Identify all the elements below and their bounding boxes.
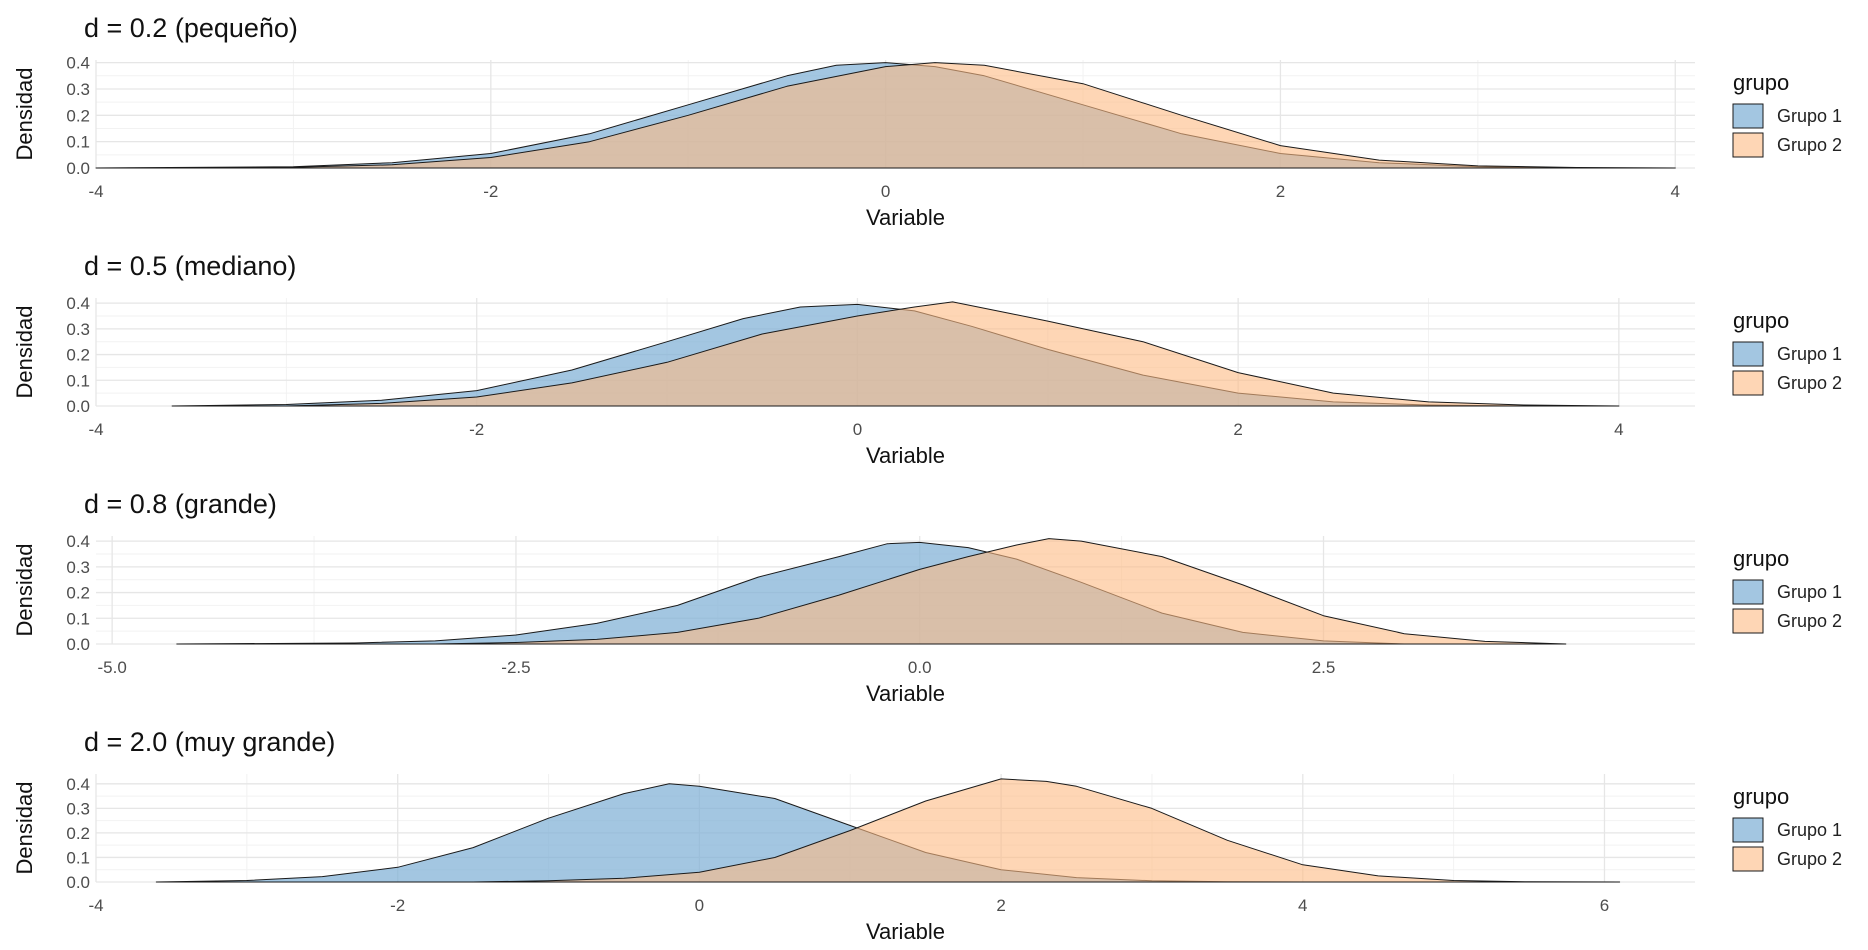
y-axis-label: Densidad bbox=[12, 544, 37, 637]
x-tick-label: 6 bbox=[1600, 896, 1609, 915]
y-tick-label: 0.2 bbox=[66, 346, 90, 365]
legend-swatch bbox=[1732, 103, 1764, 129]
y-axis-label: Densidad bbox=[12, 306, 37, 399]
panel-title: d = 0.8 (grande) bbox=[84, 489, 277, 519]
legend: grupo Grupo 1 Grupo 2 bbox=[1732, 784, 1842, 872]
x-tick-label: 2 bbox=[996, 896, 1005, 915]
legend: grupo Grupo 1 Grupo 2 bbox=[1732, 546, 1842, 634]
y-tick-label: 0.4 bbox=[66, 294, 90, 313]
x-tick-label: 2 bbox=[1233, 420, 1242, 439]
x-tick-label: -4 bbox=[88, 420, 103, 439]
y-axis-label: Densidad bbox=[12, 68, 37, 161]
legend-swatch bbox=[1732, 579, 1764, 605]
panel-2: d = 0.5 (mediano) 0.0 0.1 0.2 0.3 0.4 -4 -2 0 2 4 V… bbox=[12, 251, 1842, 468]
legend-label: Grupo 2 bbox=[1777, 373, 1842, 393]
density-area-grupo-2 bbox=[434, 538, 1567, 645]
legend-swatch bbox=[1732, 370, 1764, 396]
x-tick-label: -4 bbox=[88, 896, 103, 915]
panel-4: d = 2.0 (muy grande) 0.0 0.1 0.2 0.3 0.4 -4 -2 0… bbox=[12, 727, 1842, 944]
legend-swatch bbox=[1732, 341, 1764, 367]
x-tick-label: 4 bbox=[1671, 182, 1680, 201]
legend-title: grupo bbox=[1733, 308, 1789, 333]
legend-label: Grupo 1 bbox=[1777, 820, 1842, 840]
y-axis-label: Densidad bbox=[12, 782, 37, 875]
y-tick-label: 0.2 bbox=[66, 106, 90, 125]
x-tick-label: -5.0 bbox=[98, 658, 127, 677]
y-tick-label: 0.1 bbox=[66, 609, 90, 628]
legend-title: grupo bbox=[1733, 70, 1789, 95]
x-tick-label: 0 bbox=[881, 182, 890, 201]
legend-label: Grupo 1 bbox=[1777, 582, 1842, 602]
panel-title: d = 2.0 (muy grande) bbox=[84, 727, 335, 757]
legend-label: Grupo 2 bbox=[1777, 611, 1842, 631]
density-area-grupo-2 bbox=[472, 778, 1621, 883]
y-tick-label: 0.4 bbox=[66, 532, 90, 551]
y-tick-label: 0.2 bbox=[66, 824, 90, 843]
y-tick-label: 0.1 bbox=[66, 133, 90, 152]
density-area-grupo-2 bbox=[285, 301, 1620, 407]
y-tick-label: 0.3 bbox=[66, 80, 90, 99]
y-tick-label: 0.1 bbox=[66, 848, 90, 867]
x-axis-label: Variable bbox=[866, 205, 945, 230]
y-tick-label: 0.3 bbox=[66, 558, 90, 577]
x-tick-label: 4 bbox=[1614, 420, 1623, 439]
panel-3: d = 0.8 (grande) 0.0 0.1 0.2 0.3 0.4 -5.0 -2.5 0… bbox=[12, 489, 1842, 706]
x-tick-label: 0 bbox=[695, 896, 704, 915]
y-tick-label: 0.3 bbox=[66, 799, 90, 818]
x-tick-label: -2 bbox=[469, 420, 484, 439]
panel-1: d = 0.2 (pequeño) 0.0 0.1 0.2 0.3 0.4 -4 -2 0 2 4 V… bbox=[12, 13, 1842, 230]
legend: grupo Grupo 1 Grupo 2 bbox=[1732, 308, 1842, 396]
y-tick-label: 0.3 bbox=[66, 320, 90, 339]
legend: grupo Grupo 1 Grupo 2 bbox=[1732, 70, 1842, 158]
legend-label: Grupo 1 bbox=[1777, 106, 1842, 126]
legend-title: grupo bbox=[1733, 784, 1789, 809]
legend-swatch bbox=[1732, 608, 1764, 634]
legend-label: Grupo 2 bbox=[1777, 849, 1842, 869]
y-tick-label: 0.0 bbox=[66, 397, 90, 416]
x-tick-label: 2 bbox=[1276, 182, 1285, 201]
legend-swatch bbox=[1732, 132, 1764, 158]
x-tick-label: 2.5 bbox=[1312, 658, 1336, 677]
y-tick-label: 0.0 bbox=[66, 635, 90, 654]
x-tick-label: -4 bbox=[88, 182, 103, 201]
legend-label: Grupo 1 bbox=[1777, 344, 1842, 364]
y-tick-label: 0.2 bbox=[66, 584, 90, 603]
x-tick-label: -2.5 bbox=[501, 658, 530, 677]
x-tick-label: 0.0 bbox=[908, 658, 932, 677]
y-tick-label: 0.0 bbox=[66, 873, 90, 892]
panel-title: d = 0.5 (mediano) bbox=[84, 251, 296, 281]
x-tick-label: 4 bbox=[1298, 896, 1307, 915]
y-tick-label: 0.4 bbox=[66, 775, 90, 794]
legend-label: Grupo 2 bbox=[1777, 135, 1842, 155]
legend-swatch bbox=[1732, 846, 1764, 872]
x-axis-label: Variable bbox=[866, 681, 945, 706]
panel-title: d = 0.2 (pequeño) bbox=[84, 13, 298, 43]
x-axis-label: Variable bbox=[866, 443, 945, 468]
x-tick-label: 0 bbox=[853, 420, 862, 439]
y-tick-label: 0.4 bbox=[66, 54, 90, 73]
legend-title: grupo bbox=[1733, 546, 1789, 571]
x-tick-label: -2 bbox=[483, 182, 498, 201]
y-tick-label: 0.0 bbox=[66, 159, 90, 178]
x-axis-label: Variable bbox=[866, 919, 945, 944]
legend-swatch bbox=[1732, 817, 1764, 843]
density-area-grupo-2 bbox=[194, 62, 1676, 169]
x-tick-label: -2 bbox=[390, 896, 405, 915]
y-tick-label: 0.1 bbox=[66, 371, 90, 390]
